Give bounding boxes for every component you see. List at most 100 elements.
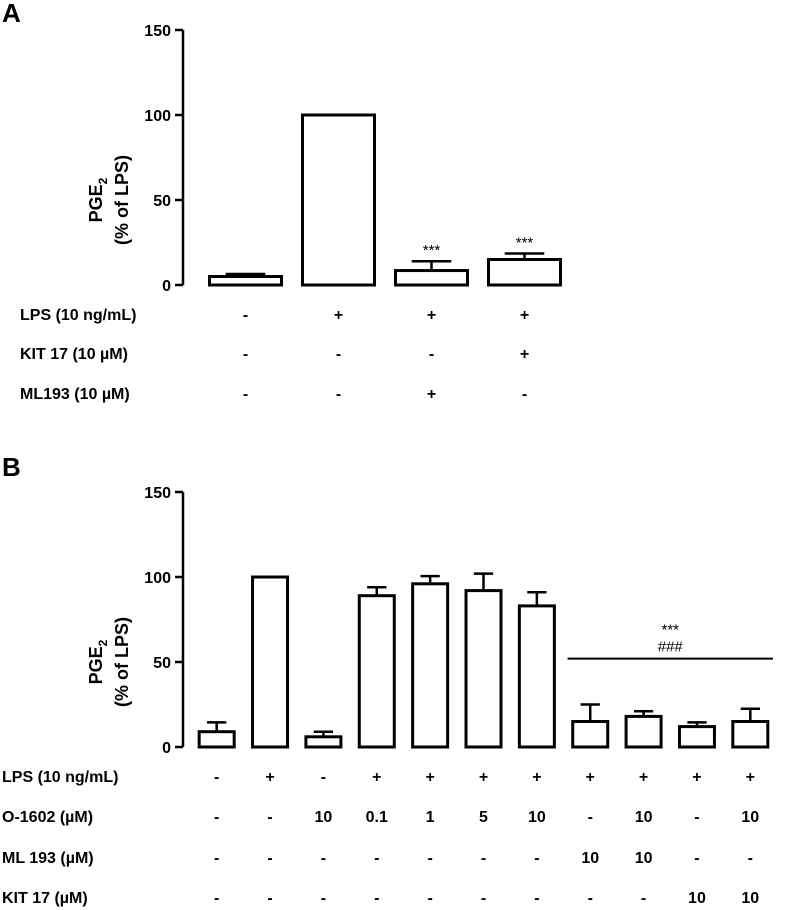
condition-value: + (479, 769, 488, 786)
bar (571, 720, 610, 749)
condition-value: - (243, 307, 248, 324)
condition-value: - (321, 890, 326, 907)
y-tick-label: 100 (144, 108, 171, 125)
condition-row-label: ML 193 (µM) (2, 850, 94, 867)
condition-value: - (481, 850, 486, 867)
condition-value: - (427, 850, 432, 867)
condition-value: + (425, 769, 434, 786)
condition-value: - (641, 890, 646, 907)
condition-value: - (588, 809, 593, 826)
condition-value: - (427, 890, 432, 907)
condition-value: - (429, 346, 434, 363)
bar (304, 735, 343, 749)
condition-value: - (374, 890, 379, 907)
condition-value: 10 (635, 809, 653, 826)
panel-a: A PGE2 (% of LPS) 0 50 100 150 *** *** LPS (… (2, 0, 562, 403)
y-tick-label: 0 (162, 278, 171, 295)
panel-b-conditions: LPS (10 ng/mL) - + - + + + + + + + +O-1602 (µM) - -10… (2, 769, 759, 907)
condition-value: - (694, 850, 699, 867)
bar (677, 725, 716, 749)
condition-value: 1 (426, 809, 435, 826)
panel-a-bars: *** *** (208, 113, 562, 287)
condition-value: 10 (581, 850, 599, 867)
condition-value: + (692, 769, 701, 786)
bar (487, 258, 562, 287)
condition-value: + (427, 307, 436, 324)
condition-value: 10 (688, 890, 706, 907)
panel-a-conditions: LPS (10 ng/mL) - + + + KIT 17 (10 µM) - - - + ML19… (20, 307, 529, 403)
condition-value: - (267, 809, 272, 826)
panel-b-y-axis-label: PGE2 (86, 639, 110, 684)
bar (208, 275, 283, 287)
condition-value: - (534, 890, 539, 907)
panel-b-y-axis: 0 50 100 150 (144, 485, 185, 757)
condition-row-label: LPS (10 ng/mL) (2, 769, 118, 786)
bar (624, 714, 663, 749)
condition-value: + (532, 769, 541, 786)
condition-value: - (243, 386, 248, 403)
condition-value: + (427, 386, 436, 403)
group-significance-label: ### (658, 639, 684, 656)
condition-value: - (267, 890, 272, 907)
y-tick-label: 150 (144, 23, 171, 40)
bar (411, 582, 450, 749)
condition-row-label: KIT 17 (10 µM) (20, 346, 128, 363)
condition-value: - (321, 850, 326, 867)
panel-b-label: B (2, 452, 21, 482)
condition-value: + (586, 769, 595, 786)
y-tick-label: 150 (144, 485, 171, 502)
group-significance-label: *** (662, 622, 680, 639)
condition-value: 10 (741, 809, 759, 826)
panel-b: B PGE2 (% of LPS) 0 50 100 150 ###*** LPS (… (2, 452, 773, 907)
condition-value: - (534, 850, 539, 867)
condition-value: - (321, 769, 326, 786)
condition-value: 10 (635, 850, 653, 867)
bar (197, 730, 236, 749)
condition-value: + (639, 769, 648, 786)
condition-value: - (214, 890, 219, 907)
condition-value: - (336, 346, 341, 363)
condition-value: - (522, 386, 527, 403)
condition-value: - (748, 850, 753, 867)
y-tick-label: 50 (153, 655, 171, 672)
condition-value: + (334, 307, 343, 324)
condition-value: + (746, 769, 755, 786)
bar (251, 575, 290, 749)
condition-value: 10 (315, 809, 333, 826)
condition-value: - (214, 769, 219, 786)
condition-value: - (267, 850, 272, 867)
panel-a-y-axis-label-unit: (% of LPS) (112, 155, 132, 245)
condition-value: - (336, 386, 341, 403)
condition-row-label: LPS (10 ng/mL) (20, 307, 136, 324)
condition-value: - (374, 850, 379, 867)
condition-value: + (265, 769, 274, 786)
bar (517, 604, 556, 749)
y-tick-label: 100 (144, 570, 171, 587)
significance-label: *** (516, 235, 534, 252)
condition-value: + (372, 769, 381, 786)
y-tick-label: 0 (162, 740, 171, 757)
panel-a-label: A (2, 0, 21, 28)
panel-b-bars: ###*** (197, 572, 773, 749)
bar (357, 594, 396, 749)
condition-value: - (481, 890, 486, 907)
bar (394, 269, 469, 287)
panel-a-y-axis-label: PGE2 (86, 177, 110, 222)
condition-value: - (588, 890, 593, 907)
condition-row-label: KIT 17 (µM) (2, 890, 88, 907)
condition-value: - (214, 809, 219, 826)
condition-value: 10 (528, 809, 546, 826)
condition-value: 0.1 (366, 809, 388, 826)
y-tick-label: 50 (153, 193, 171, 210)
condition-row-label: ML193 (10 µM) (20, 386, 130, 403)
bar (731, 720, 770, 749)
condition-value: 5 (479, 809, 488, 826)
panel-a-y-axis: 0 50 100 150 (144, 23, 185, 295)
condition-row-label: O-1602 (µM) (2, 809, 93, 826)
significance-label: *** (423, 242, 441, 259)
panel-b-y-axis-label-unit: (% of LPS) (112, 617, 132, 707)
bar (464, 589, 503, 749)
condition-value: + (520, 346, 529, 363)
condition-value: - (214, 850, 219, 867)
